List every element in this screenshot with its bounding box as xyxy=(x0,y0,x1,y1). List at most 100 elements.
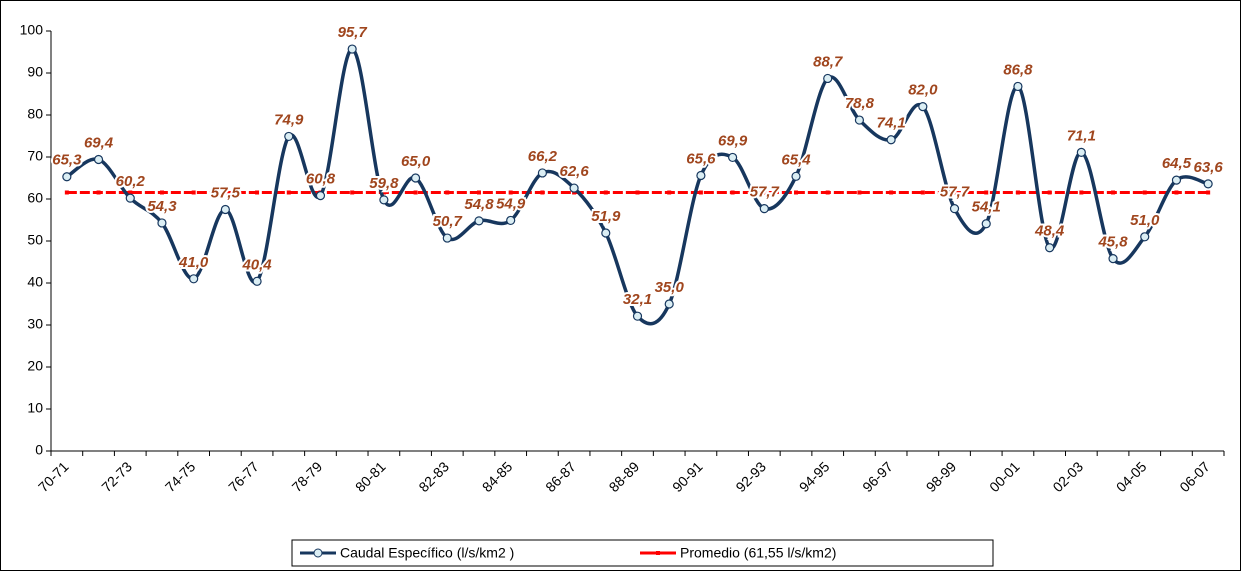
point xyxy=(664,299,674,309)
data-label: 51,0 xyxy=(1130,212,1160,229)
point xyxy=(540,190,545,195)
y-tick-label: 50 xyxy=(27,232,43,248)
y-tick-label: 90 xyxy=(27,64,43,80)
data-label: 60,8 xyxy=(306,171,336,188)
data-label: 88,7 xyxy=(813,53,843,70)
y-tick-label: 60 xyxy=(27,190,43,206)
point xyxy=(223,190,228,195)
data-label: 54,3 xyxy=(147,198,177,215)
point xyxy=(350,190,355,195)
point xyxy=(762,190,767,195)
data-label: 69,9 xyxy=(718,132,748,149)
data-label: 45,8 xyxy=(1097,234,1128,251)
data-label: 65,0 xyxy=(401,153,431,170)
point xyxy=(952,190,957,195)
point xyxy=(1076,147,1086,157)
point xyxy=(506,215,516,226)
point xyxy=(635,190,640,195)
point xyxy=(255,190,260,195)
point xyxy=(823,73,833,84)
legend-marker xyxy=(313,548,323,558)
point xyxy=(410,173,421,183)
data-label: 54,1 xyxy=(972,199,1001,216)
point xyxy=(93,154,104,165)
point xyxy=(889,190,894,195)
data-label: 78,8 xyxy=(845,95,875,112)
point xyxy=(96,190,101,195)
point xyxy=(1171,175,1182,185)
point xyxy=(508,190,513,195)
point xyxy=(1047,190,1052,195)
point xyxy=(347,44,357,54)
legend-label: Promedio (61,55 l/s/km2) xyxy=(680,545,836,561)
point xyxy=(1206,190,1211,195)
point xyxy=(632,311,643,321)
point xyxy=(730,190,735,195)
data-label: 64,5 xyxy=(1162,155,1192,172)
point xyxy=(1142,190,1147,195)
point xyxy=(791,171,801,181)
data-label: 54,9 xyxy=(496,195,526,212)
legend-label: Caudal Específico (l/s/km2 ) xyxy=(340,545,514,561)
data-label: 66,2 xyxy=(528,148,558,165)
point xyxy=(1013,81,1023,92)
data-label: 65,3 xyxy=(52,152,82,169)
point xyxy=(189,274,199,284)
y-tick-label: 70 xyxy=(27,148,43,164)
point xyxy=(825,190,830,195)
point xyxy=(696,170,706,181)
legend-marker xyxy=(656,551,660,555)
data-label: 65,4 xyxy=(781,151,811,168)
point xyxy=(920,190,925,195)
point xyxy=(252,276,262,286)
data-label: 60,2 xyxy=(116,173,146,190)
point xyxy=(476,190,481,195)
data-label: 32,1 xyxy=(623,291,652,308)
point xyxy=(857,190,862,195)
point xyxy=(949,204,960,214)
data-label: 59,8 xyxy=(369,175,399,192)
data-label: 35,0 xyxy=(655,279,685,296)
data-label: 65,6 xyxy=(686,150,716,167)
data-label: 86,8 xyxy=(1003,61,1033,78)
point xyxy=(157,218,167,228)
point xyxy=(667,190,672,195)
y-tick-label: 100 xyxy=(20,22,44,38)
point xyxy=(413,190,418,195)
data-label: 71,1 xyxy=(1067,127,1096,144)
point xyxy=(284,131,294,142)
data-label: 63,6 xyxy=(1194,159,1224,176)
data-label: 57,7 xyxy=(940,184,970,201)
point xyxy=(286,190,291,195)
point xyxy=(728,152,738,163)
point xyxy=(1045,243,1055,253)
y-tick-label: 20 xyxy=(27,358,43,374)
point xyxy=(1203,179,1213,189)
y-tick-label: 10 xyxy=(27,400,43,416)
point xyxy=(984,190,989,195)
point xyxy=(698,190,703,195)
point xyxy=(918,101,928,112)
point xyxy=(125,193,135,203)
data-label: 54,8 xyxy=(464,196,494,213)
data-label: 40,4 xyxy=(241,256,272,273)
data-label: 74,9 xyxy=(274,111,304,128)
point xyxy=(537,168,547,178)
data-label: 57,7 xyxy=(750,184,780,201)
data-label: 57,5 xyxy=(211,184,241,201)
point xyxy=(128,190,133,195)
y-tick-label: 0 xyxy=(35,442,43,458)
data-label: 69,4 xyxy=(84,134,114,151)
point xyxy=(315,191,326,201)
point xyxy=(601,228,611,238)
point xyxy=(603,190,608,195)
point xyxy=(1140,232,1150,242)
point xyxy=(794,190,799,195)
data-label: 51,9 xyxy=(591,208,621,225)
data-label: 74,1 xyxy=(877,115,906,132)
point xyxy=(381,190,386,195)
point xyxy=(442,233,452,243)
point xyxy=(62,172,72,182)
point xyxy=(886,135,896,145)
